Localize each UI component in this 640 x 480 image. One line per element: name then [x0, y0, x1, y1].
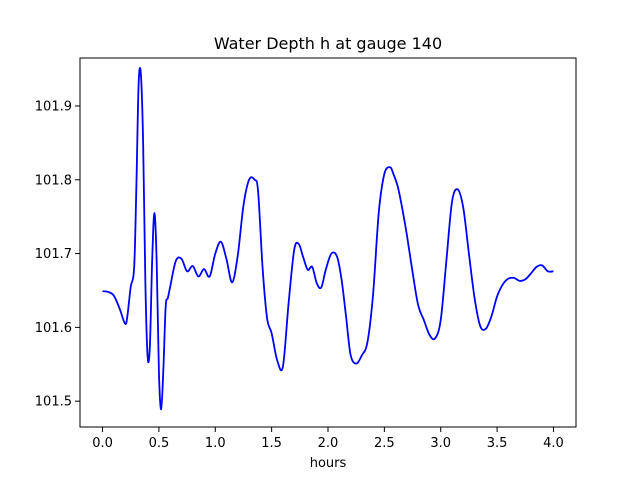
x-tick-label: 3.5	[487, 436, 508, 451]
y-axis: 101.5 101.6 101.7 101.8 101.9	[35, 99, 80, 410]
y-tick-label: 101.5	[35, 395, 72, 410]
x-tick-label: 2.0	[318, 436, 339, 451]
series-group	[102, 67, 554, 411]
x-tick-label: 0.0	[92, 436, 113, 451]
x-tick-label: 4.0	[543, 436, 564, 451]
series-line-0	[102, 67, 554, 411]
x-tick-label: 3.0	[430, 436, 451, 451]
x-tick-label: 0.5	[149, 436, 170, 451]
y-tick-label: 101.9	[35, 99, 72, 114]
x-tick-label: 2.5	[374, 436, 395, 451]
y-tick-label: 101.8	[35, 173, 72, 188]
x-tick-label: 1.5	[261, 436, 282, 451]
x-axis-label: hours	[310, 456, 347, 471]
chart-title: Water Depth h at gauge 140	[214, 34, 442, 53]
x-axis: 0.0 0.5 1.0 1.5 2.0 2.5 3.0 3.5 4.0	[92, 427, 564, 451]
y-tick-label: 101.7	[35, 247, 72, 262]
y-tick-label: 101.6	[35, 321, 72, 336]
x-tick-label: 1.0	[205, 436, 226, 451]
